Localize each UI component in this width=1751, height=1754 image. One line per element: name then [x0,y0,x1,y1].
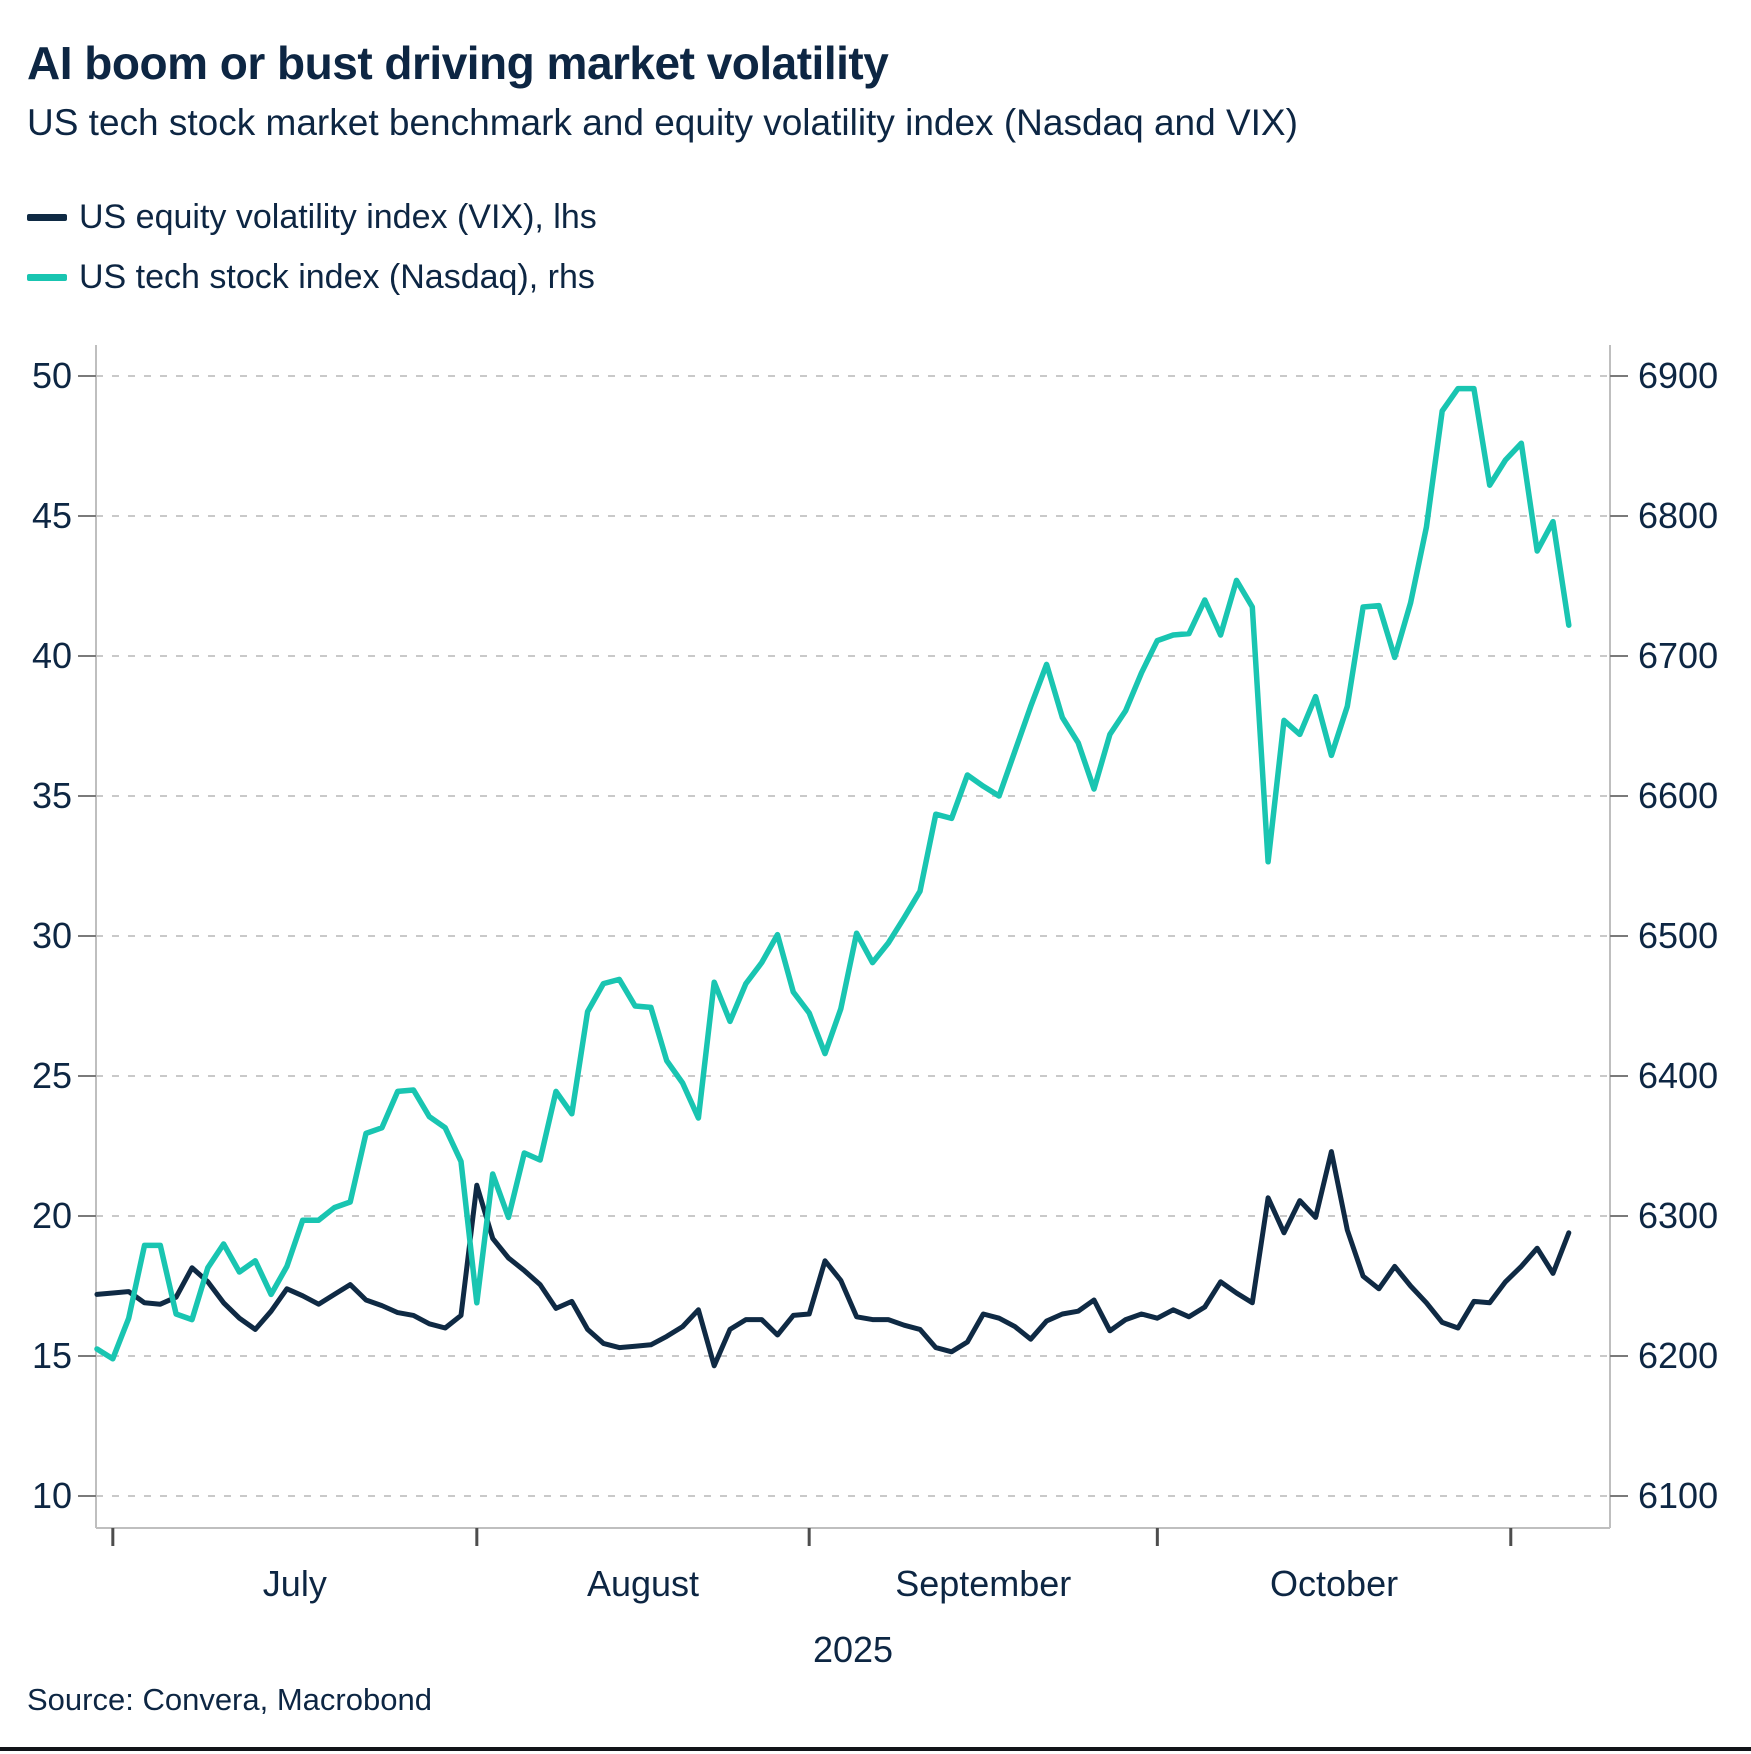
left-axis-tick-label: 45 [32,495,72,536]
year-label: 2025 [813,1629,893,1670]
left-axis-tick-label: 15 [32,1335,72,1376]
vix-line-swatch-icon [27,214,67,221]
legend-item-nasdaq: US tech stock index (Nasdaq), rhs [27,258,597,297]
bottom-rule [0,1747,1751,1751]
chart-subtitle: US tech stock market benchmark and equit… [27,102,1298,143]
nasdaq-line-swatch-icon [27,274,67,281]
nasdaq-line [94,385,1572,1362]
legend-label-nasdaq: US tech stock index (Nasdaq), rhs [79,258,595,296]
left-axis-tick-label: 40 [32,635,72,676]
right-axis-tick-label: 6900 [1638,355,1718,396]
axis-ticks [78,375,1628,1546]
month-label: July [263,1563,327,1604]
legend-item-vix: US equity volatility index (VIX), lhs [27,198,597,237]
gridlines [96,375,1610,1497]
legend-label-vix: US equity volatility index (VIX), lhs [79,198,597,236]
month-label: August [587,1563,699,1604]
right-axis-tick-label: 6500 [1638,915,1718,956]
right-axis-tick-label: 6400 [1638,1055,1718,1096]
vix-line [94,1149,1572,1369]
legend: US equity volatility index (VIX), lhs US… [27,198,597,297]
right-axis-tick-label: 6700 [1638,635,1718,676]
right-axis-tick-label: 6800 [1638,495,1718,536]
left-axis-tick-label: 30 [32,915,72,956]
right-axis-tick-label: 6200 [1638,1335,1718,1376]
axis-labels: 10 6100 15 6200 20 6300 25 6400 30 6500 35 6600 40 67… [32,355,1718,1670]
left-axis-tick-label: 20 [32,1195,72,1236]
left-axis-tick-label: 35 [32,775,72,816]
left-axis-tick-label: 50 [32,355,72,396]
month-label: October [1270,1563,1398,1604]
left-axis-tick-label: 25 [32,1055,72,1096]
page-title: AI boom or bust driving market volatilit… [27,37,889,89]
right-axis-tick-label: 6600 [1638,775,1718,816]
month-label: September [895,1563,1071,1604]
right-axis-tick-label: 6100 [1638,1475,1718,1516]
source-note: Source: Convera, Macrobond [27,1682,432,1717]
right-axis-tick-label: 6300 [1638,1195,1718,1236]
left-axis-tick-label: 10 [32,1475,72,1516]
